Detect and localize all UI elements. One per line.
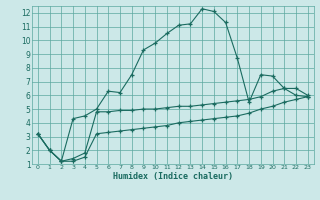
X-axis label: Humidex (Indice chaleur): Humidex (Indice chaleur) bbox=[113, 172, 233, 181]
